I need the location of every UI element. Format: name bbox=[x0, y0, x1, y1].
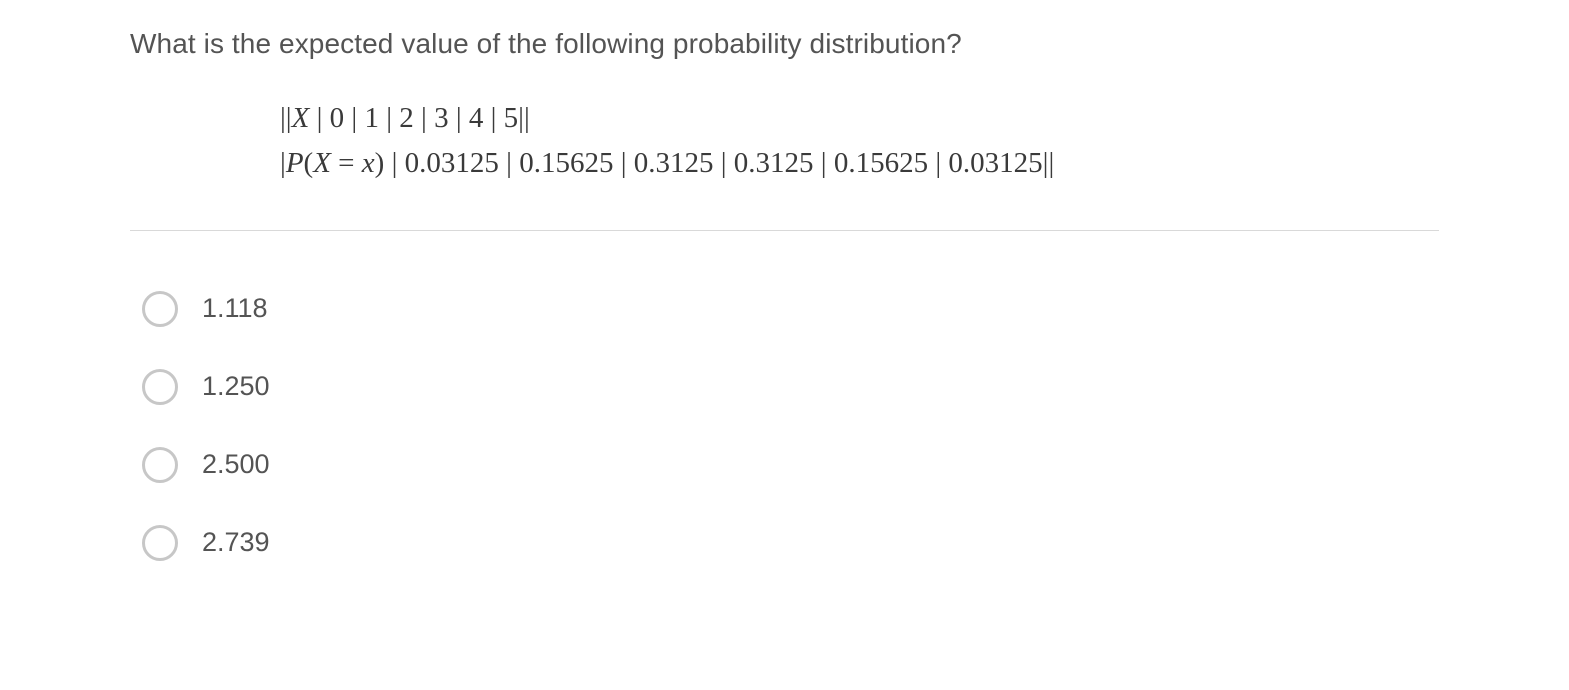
row1-prefix: || bbox=[280, 102, 292, 134]
row2-equals: = bbox=[331, 147, 362, 179]
divider bbox=[130, 230, 1439, 231]
row2-var-X: X bbox=[313, 147, 331, 179]
row2-values: | 0.03125 | 0.15625 | 0.3125 | 0.3125 | … bbox=[384, 147, 1054, 179]
row1-var-x: X bbox=[292, 102, 310, 134]
radio-icon bbox=[142, 291, 178, 327]
option-3[interactable]: 2.739 bbox=[142, 525, 1439, 561]
question-page: What is the expected value of the follow… bbox=[0, 0, 1569, 561]
option-1[interactable]: 1.250 bbox=[142, 369, 1439, 405]
radio-icon bbox=[142, 369, 178, 405]
option-label: 1.250 bbox=[202, 371, 270, 402]
option-label: 1.118 bbox=[202, 293, 268, 324]
distribution-block: ||X | 0 | 1 | 2 | 3 | 4 | 5|| |P(X = x) … bbox=[130, 96, 1439, 186]
option-2[interactable]: 2.500 bbox=[142, 447, 1439, 483]
question-text: What is the expected value of the follow… bbox=[130, 28, 1439, 60]
radio-icon bbox=[142, 447, 178, 483]
option-0[interactable]: 1.118 bbox=[142, 291, 1439, 327]
row2-var-x-lower: x bbox=[362, 147, 375, 179]
row2-open-paren: ( bbox=[304, 147, 314, 179]
row1-values: | 0 | 1 | 2 | 3 | 4 | 5|| bbox=[309, 102, 529, 134]
row2-close-paren: ) bbox=[375, 147, 385, 179]
distribution-row-p: |P(X = x) | 0.03125 | 0.15625 | 0.3125 |… bbox=[280, 141, 1439, 186]
radio-icon bbox=[142, 525, 178, 561]
option-label: 2.739 bbox=[202, 527, 270, 558]
option-label: 2.500 bbox=[202, 449, 270, 480]
options-list: 1.118 1.250 2.500 2.739 bbox=[130, 291, 1439, 561]
distribution-row-x: ||X | 0 | 1 | 2 | 3 | 4 | 5|| bbox=[280, 96, 1439, 141]
row2-func-P: P bbox=[286, 147, 304, 179]
